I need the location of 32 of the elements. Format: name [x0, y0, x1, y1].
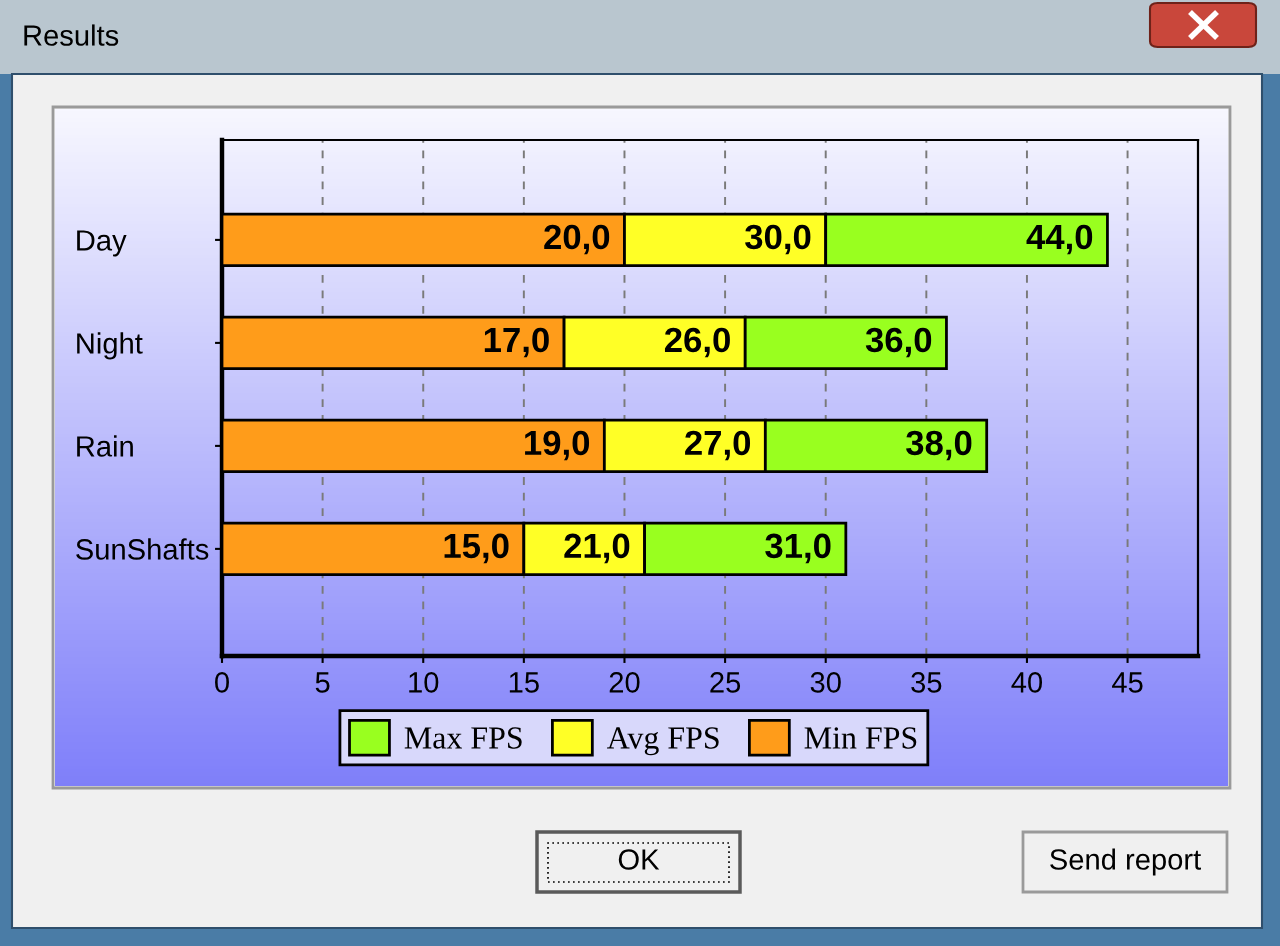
x-tick-label: 40	[1011, 672, 1043, 693]
annotation: 20,0	[544, 224, 610, 255]
legend-label: Min FPS	[804, 727, 917, 749]
annotation: 21,0	[564, 533, 630, 564]
x-tick-label: 25	[710, 672, 741, 693]
annotation: 26,0	[664, 327, 730, 358]
x-tick-label: 20	[609, 672, 640, 693]
x-tick-label: 0	[215, 672, 229, 693]
y-tick-label: SunShafts	[76, 538, 209, 560]
annotation: 17,0	[484, 327, 549, 358]
text: Send report	[1050, 848, 1201, 876]
x-tick-label: 15	[509, 672, 539, 693]
annotation: 36,0	[865, 327, 932, 358]
annotation: 44,0	[1026, 224, 1093, 255]
x-tick-label: 10	[409, 672, 439, 693]
x-tick-label: 30	[810, 672, 841, 693]
text: OK	[618, 849, 660, 870]
annotation: 38,0	[906, 430, 972, 461]
y-tick-label: Rain	[77, 435, 133, 457]
legend-label: Avg FPS	[607, 727, 719, 756]
y-tick-label: Day	[77, 230, 127, 257]
y-tick-label: Night	[77, 332, 143, 360]
annotation: 30,0	[745, 224, 811, 255]
annotation: 15,0	[444, 533, 509, 564]
annotation: 31,0	[765, 533, 831, 564]
chart-title: Results	[24, 24, 119, 46]
x-tick-label: 5	[315, 672, 330, 693]
annotation: 27,0	[685, 430, 751, 461]
x-tick-label: 35	[911, 672, 942, 693]
annotation: 19,0	[525, 430, 590, 461]
x-tick-label: 45	[1112, 672, 1143, 693]
legend-label: Max FPS	[404, 727, 522, 749]
